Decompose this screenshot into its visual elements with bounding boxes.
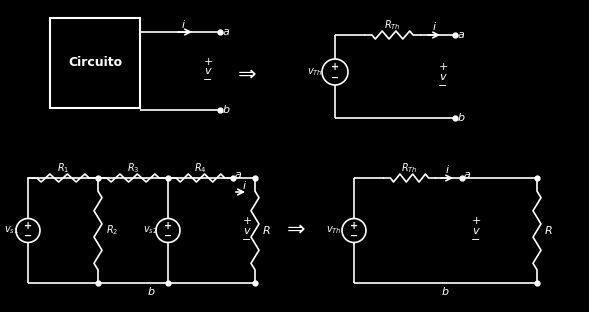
- Text: i: i: [432, 22, 435, 32]
- Text: b: b: [223, 105, 230, 115]
- Text: $R_{Th}$: $R_{Th}$: [401, 161, 418, 175]
- Text: $R_4$: $R_4$: [194, 161, 207, 175]
- Text: a: a: [234, 170, 241, 180]
- Text: a: a: [464, 170, 471, 180]
- Bar: [50, 18, 140, 108]
- Text: $v_{s2}$: $v_{s2}$: [143, 225, 157, 236]
- Text: i: i: [445, 165, 449, 175]
- Text: v: v: [439, 71, 446, 81]
- Text: v: v: [244, 226, 250, 236]
- Text: +: +: [438, 62, 448, 72]
- Text: R: R: [545, 226, 553, 236]
- Text: −: −: [350, 231, 358, 241]
- Text: $R_1$: $R_1$: [57, 161, 69, 175]
- Text: −: −: [164, 231, 172, 241]
- Text: b: b: [148, 287, 155, 297]
- Text: −: −: [331, 73, 339, 83]
- Text: −: −: [24, 231, 32, 241]
- Text: +: +: [331, 62, 339, 72]
- Text: +: +: [471, 217, 481, 227]
- Text: +: +: [24, 221, 32, 231]
- Text: a: a: [223, 27, 230, 37]
- Text: Circuito: Circuito: [68, 56, 122, 70]
- Text: b: b: [458, 113, 465, 123]
- Text: ⇒: ⇒: [238, 65, 256, 85]
- Text: −: −: [203, 75, 213, 85]
- Text: +: +: [164, 221, 172, 231]
- Text: −: −: [242, 235, 252, 245]
- Text: $v_{Th}$: $v_{Th}$: [307, 66, 323, 78]
- Text: +: +: [242, 217, 252, 227]
- Text: +: +: [203, 57, 213, 67]
- Text: a: a: [458, 30, 465, 40]
- Text: v: v: [473, 226, 479, 236]
- Text: i: i: [181, 20, 184, 30]
- Text: +: +: [350, 221, 358, 231]
- Text: i: i: [243, 181, 246, 191]
- Text: $R_3$: $R_3$: [127, 161, 139, 175]
- Text: $v_{s1}$: $v_{s1}$: [4, 225, 18, 236]
- Text: $R_2$: $R_2$: [106, 224, 118, 237]
- Text: $v_{Th}$: $v_{Th}$: [326, 225, 342, 236]
- Text: −: −: [438, 80, 448, 90]
- Text: R: R: [263, 226, 271, 236]
- Text: −: −: [471, 235, 481, 245]
- Text: b: b: [442, 287, 449, 297]
- Text: ⇒: ⇒: [287, 220, 305, 240]
- Text: v: v: [205, 66, 211, 76]
- Text: $R_{Th}$: $R_{Th}$: [384, 18, 401, 32]
